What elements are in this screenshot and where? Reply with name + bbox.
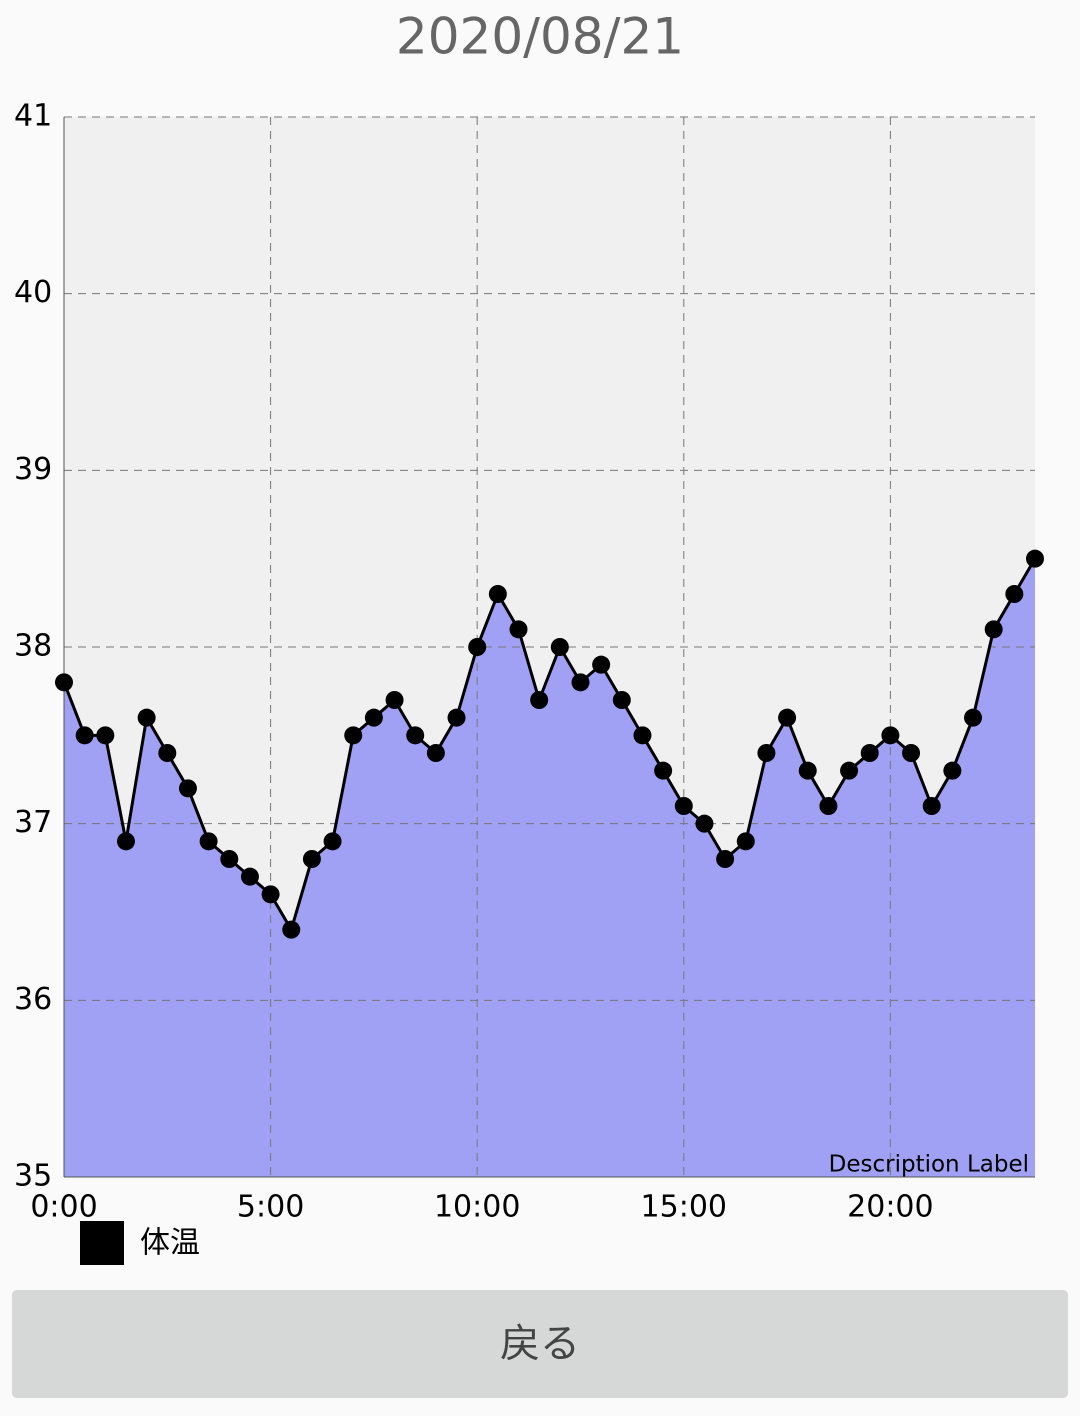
point	[447, 708, 466, 727]
point	[612, 691, 631, 709]
point	[592, 655, 611, 674]
point	[282, 920, 301, 939]
point	[302, 850, 321, 868]
x-tick-label: 15:00	[641, 1190, 727, 1225]
point	[426, 744, 445, 762]
point	[364, 708, 383, 727]
y-tick-label: 41	[14, 99, 52, 134]
point	[1005, 585, 1024, 603]
x-tick-label: 20:00	[847, 1190, 933, 1225]
point	[530, 691, 549, 709]
point	[695, 814, 714, 833]
point	[571, 673, 590, 692]
point	[840, 761, 859, 780]
y-tick-label: 36	[14, 982, 52, 1017]
point	[55, 673, 73, 692]
point	[860, 744, 879, 762]
point	[323, 832, 342, 851]
point	[902, 744, 921, 762]
back-button-label[interactable]: 戻る	[500, 1321, 580, 1367]
y-tick-label: 35	[14, 1159, 52, 1194]
legend-swatch	[80, 1221, 124, 1265]
point	[344, 726, 363, 745]
x-tick-label: 10:00	[434, 1190, 520, 1225]
point	[984, 620, 1003, 639]
point	[406, 726, 425, 745]
legend-label: 体温	[140, 1226, 200, 1261]
point	[716, 850, 735, 868]
point	[220, 850, 239, 868]
point	[943, 761, 962, 780]
y-tick-label: 39	[14, 452, 52, 487]
y-tick-label: 37	[14, 805, 52, 840]
chart-title: 2020/08/21	[396, 8, 684, 66]
point	[550, 638, 569, 656]
point	[75, 726, 94, 745]
point	[819, 797, 838, 815]
point	[178, 779, 197, 798]
point	[509, 620, 528, 639]
x-tick-label: 0:00	[30, 1190, 97, 1225]
description-label: Description Label	[829, 1152, 1029, 1178]
point	[385, 691, 404, 709]
back-button[interactable]	[12, 1290, 1068, 1398]
point	[881, 726, 900, 745]
point	[116, 832, 135, 851]
point	[240, 867, 259, 886]
x-tick-label: 5:00	[237, 1190, 304, 1225]
point	[654, 761, 673, 780]
point	[158, 744, 177, 762]
point	[96, 726, 115, 745]
y-tick-label: 38	[14, 629, 52, 664]
point	[778, 708, 797, 727]
point	[468, 638, 487, 656]
area	[64, 558, 1035, 1177]
point	[798, 761, 817, 780]
point	[488, 585, 507, 603]
point	[757, 744, 776, 762]
point	[137, 708, 156, 727]
point	[633, 726, 652, 745]
point	[1026, 549, 1044, 568]
point	[199, 832, 218, 851]
point	[736, 832, 755, 851]
point	[964, 708, 983, 727]
y-tick-label: 40	[14, 275, 52, 310]
point	[674, 797, 693, 815]
point	[922, 797, 941, 815]
point	[261, 885, 280, 904]
